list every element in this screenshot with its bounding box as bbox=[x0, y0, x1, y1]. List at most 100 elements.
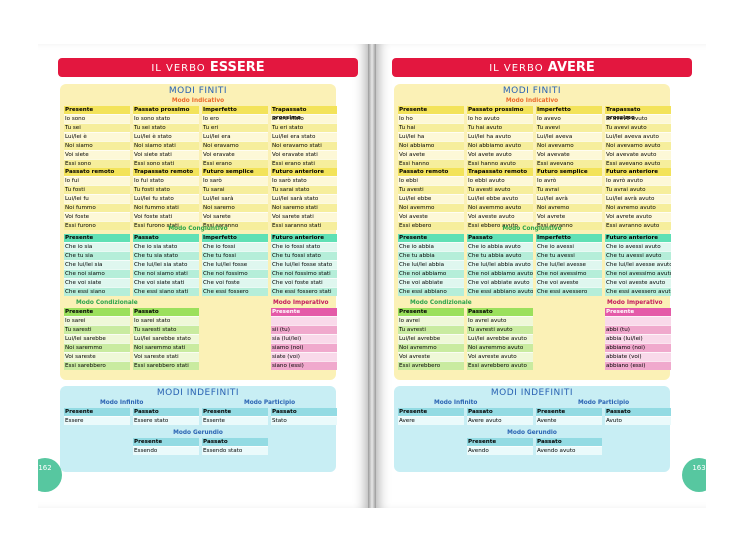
cong-passato-cell: Che noi siamo stati bbox=[133, 269, 199, 278]
passato-prossimo-cell: Tu hai avuto bbox=[467, 123, 533, 132]
trapassato-remoto-table: Trapassato remoto Io ebbi avuto Tu avesti … bbox=[467, 168, 533, 230]
trapassato-prossimo-cell: Noi eravamo stati bbox=[271, 141, 337, 150]
participio-presente-cell: Essente bbox=[202, 416, 268, 425]
gerundio-passato-table: Passato Essendo stato bbox=[202, 438, 268, 455]
cong-imperfetto-header: Imperfetto bbox=[536, 234, 602, 242]
trapassato-prossimo-cell: Voi avevate avuto bbox=[605, 150, 671, 159]
participio-presente-cell: Avente bbox=[536, 416, 602, 425]
cong-presente-cell: Che voi siate bbox=[64, 278, 130, 287]
futuro-semplice-cell: Noi avremo bbox=[536, 203, 602, 212]
passato-remoto-cell: Essi furono bbox=[64, 221, 130, 230]
cong-passato-table: Passato Che io abbia avuto Che tu abbia av… bbox=[467, 234, 533, 296]
cong-futuro-anteriore-cell: Che noi fossimo stati bbox=[271, 269, 337, 278]
infinito-presente-cell: Avere bbox=[398, 416, 464, 425]
trapassato-prossimo-header: Trapassato prossimo bbox=[605, 106, 671, 121]
passato-remoto-cell: Io ebbi bbox=[398, 176, 464, 185]
cong-passato-cell: Che essi siano stati bbox=[133, 287, 199, 296]
cond-passato-cell: Lui/lei avrebbe avuto bbox=[467, 334, 533, 343]
gerundio-passato-header: Passato bbox=[202, 438, 268, 446]
imp-presente-table: Presente sii (tu) sia (lui/lei) siamo (noi)… bbox=[271, 308, 337, 370]
passato-remoto-cell: Io fui bbox=[64, 176, 130, 185]
gerundio-passato-header: Passato bbox=[536, 438, 602, 446]
passato-remoto-header: Passato remoto bbox=[64, 168, 130, 176]
modi-indefiniti-title: MODI INDEFINITI bbox=[156, 388, 240, 398]
modo-gerundio-label: Modo Gerundio bbox=[173, 430, 223, 436]
futuro-anteriore-cell: Essi avranno avuto bbox=[605, 221, 671, 230]
imperfetto-cell: Lui/lei era bbox=[202, 132, 268, 141]
trapassato-prossimo-cell: Essi erano stati bbox=[271, 159, 337, 168]
infinito-presente-header: Presente bbox=[64, 408, 130, 416]
futuro-semplice-cell: Io avrò bbox=[536, 176, 602, 185]
cond-passato-cell: Noi avremmo avuto bbox=[467, 343, 533, 352]
participio-passato-header: Passato bbox=[271, 408, 337, 416]
cong-passato-table: Passato Che io sia stato Che tu sia stato C… bbox=[133, 234, 199, 296]
cong-futuro-anteriore-cell: Che io avessi avuto bbox=[605, 242, 671, 251]
banner-prefix: IL VERBO bbox=[151, 63, 206, 74]
presente-cell: Essi hanno bbox=[398, 159, 464, 168]
cong-passato-cell: Che lui/lei sia stato bbox=[133, 260, 199, 269]
presente-cell: Tu hai bbox=[398, 123, 464, 132]
cong-passato-cell: Che voi abbiate avuto bbox=[467, 278, 533, 287]
presente-table: Presente Io sono Tu sei Lui/lei è Noi siamo V… bbox=[64, 106, 130, 168]
participio-presente-table: Presente Essente bbox=[202, 408, 268, 425]
cong-imperfetto-cell: Che noi fossimo bbox=[202, 269, 268, 278]
passato-remoto-cell: Voi foste bbox=[64, 212, 130, 221]
imp-presente-cell: abbiamo (noi) bbox=[605, 343, 671, 352]
imp-presente-cell: sia (lui/lei) bbox=[271, 334, 337, 343]
cong-presente-cell: Che tu abbia bbox=[398, 251, 464, 260]
trapassato-prossimo-cell: Voi eravate stati bbox=[271, 150, 337, 159]
modo-participio-label: Modo Participio bbox=[578, 400, 630, 406]
trapassato-remoto-cell: Io ebbi avuto bbox=[467, 176, 533, 185]
presente-cell: Io ho bbox=[398, 114, 464, 123]
cong-futuro-anteriore-header: Futuro anteriore bbox=[605, 234, 671, 242]
futuro-anteriore-table: Futuro anteriore Io sarò stato Tu sarai st… bbox=[271, 168, 337, 230]
passato-remoto-cell: Tu fosti bbox=[64, 185, 130, 194]
passato-remoto-table: Passato remoto Io ebbi Tu avesti Lui/lei eb… bbox=[398, 168, 464, 230]
cond-passato-cell: Io avrei avuto bbox=[467, 316, 533, 325]
cond-presente-cell: Voi sareste bbox=[64, 352, 130, 361]
futuro-anteriore-cell: Lui/lei avrà avuto bbox=[605, 194, 671, 203]
modi-indefiniti-panel: MODI INDEFINITI Modo Infinito Modo Partici… bbox=[60, 386, 337, 472]
gerundio-presente-header: Presente bbox=[133, 438, 199, 446]
cong-passato-cell: Che tu abbia avuto bbox=[467, 251, 533, 260]
trapassato-prossimo-cell: Tu eri stato bbox=[271, 123, 337, 132]
imp-presente-table: Presente abbi (tu) abbia (lui/lei) abbiamo … bbox=[605, 308, 671, 370]
presente-cell: Noi siamo bbox=[64, 141, 130, 150]
modi-indefiniti-panel: MODI INDEFINITI Modo Infinito Modo Partici… bbox=[394, 386, 671, 472]
trapassato-remoto-table: Trapassato remoto Io fui stato Tu fosti st… bbox=[133, 168, 199, 230]
trapassato-prossimo-cell: Lui/lei era stato bbox=[271, 132, 337, 141]
imp-presente-cell: abbiano (essi) bbox=[605, 361, 671, 370]
futuro-anteriore-cell: Tu sarai stato bbox=[271, 185, 337, 194]
presente-cell: Lui/lei è bbox=[64, 132, 130, 141]
imperfetto-cell: Noi avevamo bbox=[536, 141, 602, 150]
cong-futuro-anteriore-cell: Che voi foste stati bbox=[271, 278, 337, 287]
trapassato-prossimo-header: Trapassato prossimo bbox=[271, 106, 337, 121]
modi-finiti-title: MODI FINITI bbox=[502, 86, 562, 96]
imp-presente-cell bbox=[605, 316, 671, 325]
cong-futuro-anteriore-cell: Che tu avessi avuto bbox=[605, 251, 671, 260]
imperfetto-cell: Io ero bbox=[202, 114, 268, 123]
modo-indicativo-label: Modo Indicativo bbox=[505, 98, 559, 104]
imperfetto-cell: Lui/lei aveva bbox=[536, 132, 602, 141]
trapassato-remoto-cell: Lui/lei ebbe avuto bbox=[467, 194, 533, 203]
passato-remoto-cell: Lui/lei fu bbox=[64, 194, 130, 203]
cong-imperfetto-table: Imperfetto Che io fossi Che tu fossi Che lu… bbox=[202, 234, 268, 296]
participio-passato-table: Passato Stato bbox=[271, 408, 337, 425]
passato-prossimo-cell: Voi siete stati bbox=[133, 150, 199, 159]
imperfetto-cell: Io avevo bbox=[536, 114, 602, 123]
cong-presente-header: Presente bbox=[64, 234, 130, 242]
cond-passato-cell: Lui/lei sarebbe stato bbox=[133, 334, 199, 343]
cong-imperfetto-cell: Che essi avessero bbox=[536, 287, 602, 296]
infinito-passato-cell: Avere avuto bbox=[467, 416, 533, 425]
cong-passato-cell: Che tu sia stato bbox=[133, 251, 199, 260]
cond-presente-cell: Lui/lei avrebbe bbox=[398, 334, 464, 343]
trapassato-remoto-cell: Lui/lei fu stato bbox=[133, 194, 199, 203]
gerundio-passato-cell: Essendo stato bbox=[202, 446, 268, 455]
infinito-presente-header: Presente bbox=[398, 408, 464, 416]
imp-presente-cell: abbiate (voi) bbox=[605, 352, 671, 361]
futuro-anteriore-cell: Io sarò stato bbox=[271, 176, 337, 185]
cong-futuro-anteriore-cell: Che lui/lei fosse stato bbox=[271, 260, 337, 269]
cond-presente-cell: Essi sarebbero bbox=[64, 361, 130, 370]
cong-presente-table: Presente Che io abbia Che tu abbia Che lui/… bbox=[398, 234, 464, 296]
